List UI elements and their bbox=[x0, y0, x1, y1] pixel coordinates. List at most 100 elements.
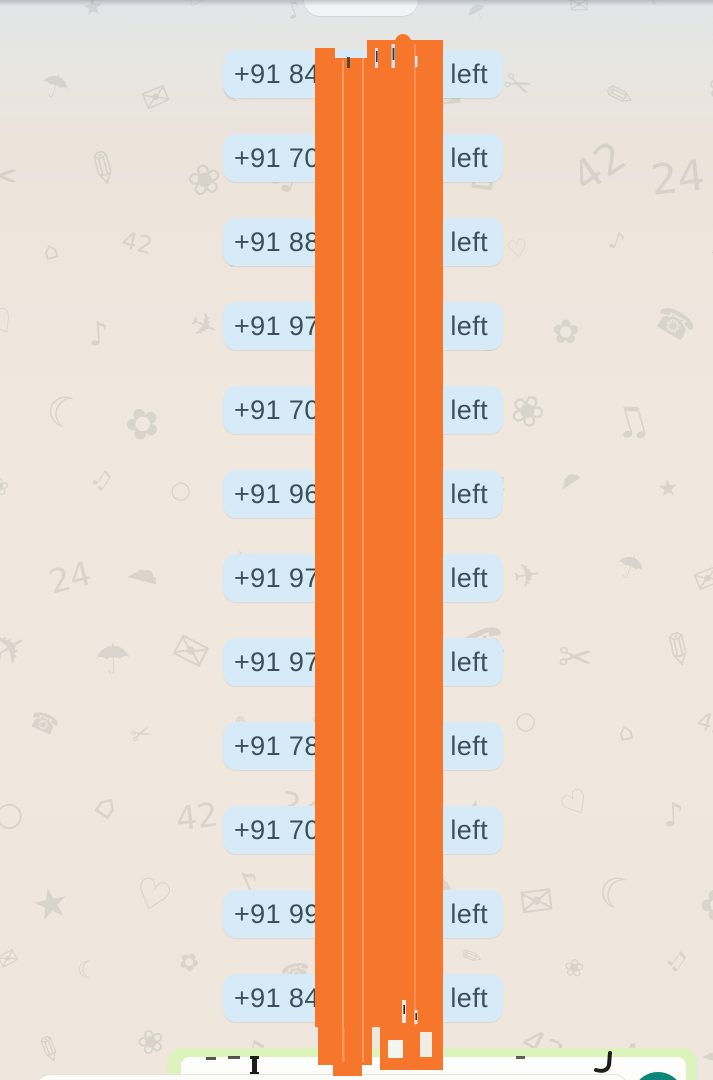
wallpaper-doodle-glyph: ✿ bbox=[117, 394, 168, 453]
wallpaper-doodle-glyph: ✉ bbox=[516, 875, 558, 928]
letter-fragment bbox=[206, 1057, 216, 1060]
wallpaper-doodle-glyph: ❀ bbox=[501, 380, 554, 441]
letter-fragment bbox=[250, 1072, 259, 1075]
wallpaper-doodle-glyph: ✈ bbox=[183, 301, 225, 350]
wallpaper-doodle-glyph: ✉ bbox=[163, 621, 218, 682]
wallpaper-doodle-glyph: ★ bbox=[27, 875, 75, 932]
wallpaper-doodle-glyph: ✈ bbox=[510, 554, 544, 597]
wallpaper-doodle-glyph: ⌂ bbox=[614, 716, 637, 748]
wallpaper-doodle-glyph: 24 bbox=[44, 553, 96, 602]
wallpaper-doodle-glyph: ♡ bbox=[0, 298, 24, 347]
left-label: left bbox=[450, 646, 488, 677]
phone-number-prefix: +91 97 bbox=[234, 562, 320, 593]
date-pill bbox=[304, 0, 418, 16]
wallpaper-doodle-glyph: ♡ bbox=[553, 779, 599, 828]
wallpaper-doodle-glyph: ○ bbox=[708, 385, 713, 442]
left-label: left bbox=[450, 982, 488, 1013]
wallpaper-doodle-glyph: ✂ bbox=[126, 717, 156, 751]
left-label: left bbox=[450, 142, 488, 173]
wallpaper-doodle-glyph: ✉ bbox=[135, 74, 177, 121]
wallpaper-doodle-glyph: ☎ bbox=[24, 704, 64, 742]
top-edge-shadow bbox=[0, 0, 713, 6]
letter-fragment bbox=[250, 1056, 259, 1059]
left-label: left bbox=[450, 310, 488, 341]
left-label: left bbox=[450, 730, 488, 761]
message-input-bar[interactable] bbox=[34, 1074, 630, 1080]
letter-fragment bbox=[433, 1056, 443, 1059]
phone-number-prefix: +91 97 bbox=[234, 310, 320, 341]
system-message-bubble: +91 84 left bbox=[223, 974, 503, 1022]
system-message-bubble: +91 88 left bbox=[223, 218, 503, 266]
phone-number-prefix: +91 99 bbox=[234, 898, 320, 929]
wallpaper-doodle-glyph: ⌂ bbox=[39, 235, 62, 267]
system-message-bubble: +91 97 left bbox=[223, 554, 503, 602]
wallpaper-doodle-glyph: ☂ bbox=[609, 544, 651, 591]
phone-number-prefix: +91 97 bbox=[234, 646, 320, 677]
left-label: left bbox=[450, 562, 488, 593]
wallpaper-doodle-glyph: ✉ bbox=[0, 941, 24, 977]
wallpaper-doodle-glyph: ★ bbox=[656, 473, 680, 503]
phone-number-prefix: +91 84 bbox=[234, 982, 320, 1013]
wallpaper-doodle-glyph: ☁ bbox=[123, 546, 166, 593]
system-message-bubble: +91 70 left bbox=[223, 386, 503, 434]
wallpaper-doodle-glyph: ♫ bbox=[605, 392, 656, 451]
system-message-bubble: +91 97 left bbox=[223, 638, 503, 686]
system-message-bubble: +91 78 left bbox=[223, 722, 503, 770]
wallpaper-doodle-glyph: 42 bbox=[173, 794, 221, 839]
system-message-bubble: +91 96 left bbox=[223, 470, 503, 518]
wallpaper-doodle-glyph: ✂ bbox=[497, 61, 539, 108]
wallpaper-doodle-glyph: ☂ bbox=[34, 63, 75, 110]
letter-fragment bbox=[516, 1056, 525, 1059]
wallpaper-doodle-glyph: ☂ bbox=[93, 634, 133, 685]
system-message-bubble: +91 97 left bbox=[223, 302, 503, 350]
wallpaper-doodle-glyph: ❀ bbox=[0, 472, 10, 502]
wallpaper-doodle-glyph: ✿ bbox=[173, 944, 205, 980]
phone-number-prefix: +91 88 bbox=[234, 226, 320, 257]
wallpaper-doodle-glyph: ✂ bbox=[0, 151, 19, 202]
wallpaper-doodle-glyph: ✿ bbox=[551, 311, 580, 352]
wallpaper-doodle-glyph: ○ bbox=[167, 474, 194, 506]
wallpaper-doodle-glyph: ♪ bbox=[662, 794, 685, 835]
wallpaper-doodle-glyph: ✂ bbox=[556, 632, 595, 683]
letter-fragment-j bbox=[594, 1051, 612, 1073]
wallpaper-doodle-glyph: ○ bbox=[0, 792, 26, 835]
wallpaper-doodle-glyph: ○ bbox=[510, 703, 543, 739]
wallpaper-doodle-glyph: ♪ bbox=[86, 313, 111, 354]
wallpaper-doodle-glyph: ✎ bbox=[600, 72, 640, 119]
phone-number-prefix: +91 70 bbox=[234, 142, 320, 173]
wallpaper-doodle-glyph: ♡ bbox=[127, 866, 178, 925]
wallpaper-doodle-glyph: ❀ bbox=[562, 953, 586, 983]
phone-number-prefix: +91 78 bbox=[234, 730, 320, 761]
wallpaper-doodle-glyph: ☾ bbox=[590, 863, 644, 924]
wallpaper-doodle-glyph: ☁ bbox=[698, 1027, 713, 1074]
wallpaper-doodle-glyph: ⌂ bbox=[87, 783, 128, 828]
wallpaper-doodle-glyph: ✈ bbox=[0, 618, 38, 679]
wallpaper-doodle-glyph: 42 bbox=[693, 706, 713, 742]
phone-number-prefix: +91 84 bbox=[234, 58, 320, 89]
wallpaper-doodle-glyph: ☎ bbox=[647, 296, 703, 351]
system-message-bubble: +91 99 left bbox=[223, 890, 503, 938]
left-label: left bbox=[450, 898, 488, 929]
wallpaper-doodle-glyph: ♫ bbox=[85, 461, 119, 497]
wallpaper-doodle-glyph: ✎ bbox=[28, 1026, 70, 1073]
wallpaper-doodle-glyph: ☾ bbox=[77, 956, 99, 984]
wallpaper-doodle-glyph: ☁ bbox=[549, 458, 585, 496]
phone-number-prefix: +91 70 bbox=[234, 814, 320, 845]
system-message-bubble: +91 70 left bbox=[223, 134, 503, 182]
wallpaper-doodle-glyph: ♪ bbox=[605, 225, 629, 257]
wallpaper-doodle-glyph: ❀ bbox=[704, 65, 713, 110]
wallpaper-doodle-glyph: ❀ bbox=[182, 152, 227, 207]
letter-fragment bbox=[228, 1056, 240, 1059]
system-message-bubble: +91 84 left bbox=[223, 50, 503, 98]
wallpaper-doodle-glyph: ❀ bbox=[131, 1018, 170, 1065]
letter-fragment bbox=[252, 1058, 257, 1074]
left-label: left bbox=[450, 226, 488, 257]
left-label: left bbox=[450, 58, 488, 89]
wallpaper-doodle-glyph: 42 bbox=[562, 131, 635, 202]
left-label: left bbox=[450, 814, 488, 845]
wallpaper-doodle-glyph: ✎ bbox=[649, 619, 706, 680]
wallpaper-doodle-glyph: ✈ bbox=[706, 235, 713, 269]
fab-button[interactable] bbox=[632, 1072, 684, 1080]
wallpaper-doodle-glyph: ♫ bbox=[660, 942, 694, 978]
